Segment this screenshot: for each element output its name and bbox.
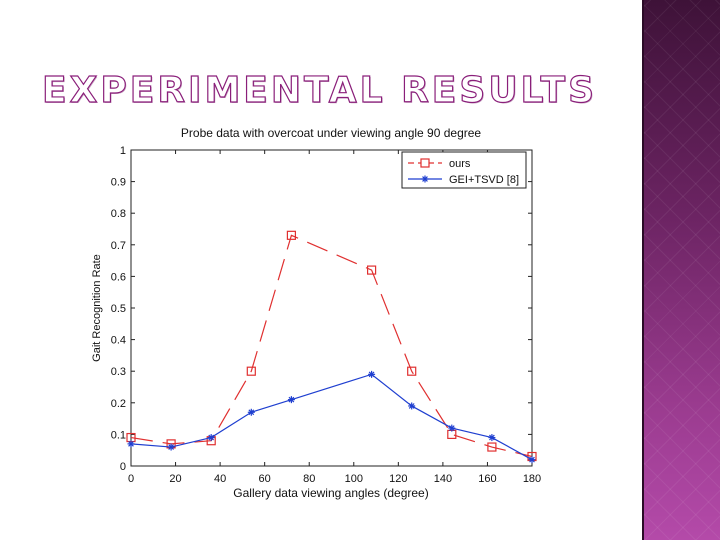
data-point: [528, 456, 536, 464]
chart: Probe data with overcoat under viewing a…: [82, 120, 562, 510]
x-axis: 0 20 40 60 80 100 120 140 160 180: [128, 150, 541, 485]
data-point: [488, 434, 496, 442]
data-point: [286, 230, 296, 240]
marker-star-stroke: [529, 456, 535, 463]
x-tick-label: 60: [259, 473, 271, 485]
x-axis-label: Gallery data viewing angles (degree): [233, 486, 428, 500]
x-tick-label: 120: [389, 473, 407, 485]
marker-star-stroke: [168, 444, 174, 450]
legend-entry: ours: [408, 158, 471, 170]
marker-star-stroke: [368, 371, 375, 378]
marker-star-stroke: [408, 403, 415, 409]
data-point: [246, 366, 256, 376]
x-tick-label: 140: [434, 473, 452, 485]
series-line: [130, 234, 533, 458]
data-point: [407, 366, 417, 376]
marker-star-stroke: [448, 425, 455, 431]
y-tick-label: 0.5: [111, 303, 126, 315]
data-point: [448, 424, 456, 432]
marker-star-stroke: [489, 434, 495, 441]
legend-box: [401, 151, 527, 189]
data-point: [167, 443, 175, 451]
x-tick-label: 180: [523, 473, 541, 485]
y-tick-label: 0.2: [111, 398, 126, 410]
data-point: [127, 440, 135, 448]
x-tick-label: 0: [128, 473, 134, 485]
marker-star-stroke: [288, 396, 295, 403]
legend-swatch-marker: [420, 158, 430, 168]
y-tick-label: 0.4: [111, 335, 126, 347]
y-axis: 0 0.1 0.2 0.3 0.4 0.5 0.6 0.7 0.8 0.9 1: [111, 145, 532, 473]
slide-title: EXPERIMENTAL RESULTS: [41, 69, 598, 111]
chart-svg: Probe data with overcoat under viewing a…: [91, 126, 541, 500]
data-point: [487, 442, 497, 452]
y-tick-label: 1: [120, 145, 126, 157]
plot-frame: [130, 149, 533, 467]
legend-label: GEI+TSVD [8]: [449, 174, 519, 186]
legend-entry: GEI+TSVD [8]: [408, 174, 519, 186]
data-point: [367, 265, 377, 275]
y-tick-label: 0.1: [111, 429, 126, 441]
y-tick-label: 0.3: [111, 366, 126, 378]
legend-label: ours: [449, 158, 471, 170]
chart-title: Probe data with overcoat under viewing a…: [181, 126, 482, 140]
series-layer: [126, 230, 537, 464]
marker-star-stroke: [248, 409, 255, 416]
y-tick-label: 0.7: [111, 240, 126, 252]
data-point: [207, 434, 215, 442]
series-line: [130, 373, 533, 461]
data-point: [287, 396, 295, 404]
x-tick-label: 100: [345, 473, 363, 485]
data-point: [247, 408, 255, 416]
data-point: [368, 370, 376, 378]
x-tick-label: 80: [303, 473, 315, 485]
x-tick-label: 40: [214, 473, 226, 485]
y-tick-label: 0: [120, 461, 126, 473]
y-tick-label: 0.6: [111, 271, 126, 283]
series-gei-tsvd: [127, 370, 536, 464]
decorative-side-band: [642, 0, 720, 540]
legend-swatch-marker: [421, 175, 429, 183]
marker-star-stroke: [422, 176, 428, 182]
legend: ours GEI+TSVD [8]: [401, 151, 527, 189]
y-tick-label: 0.8: [111, 208, 126, 220]
y-axis-label: Gait Recognition Rate: [91, 254, 103, 362]
marker-star-stroke: [208, 434, 215, 441]
marker-star-stroke: [128, 441, 134, 447]
x-tick-label: 20: [169, 473, 181, 485]
data-point: [408, 402, 416, 410]
x-tick-label: 160: [478, 473, 496, 485]
y-tick-label: 0.9: [111, 177, 126, 189]
